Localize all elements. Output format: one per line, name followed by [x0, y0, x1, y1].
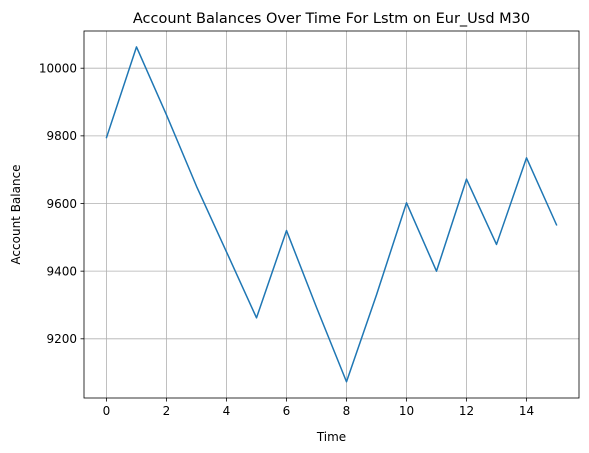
y-tick-label: 9600	[46, 197, 77, 211]
y-tick-label: 9400	[46, 264, 77, 278]
x-tick-label: 4	[223, 404, 231, 418]
x-tick-label: 8	[343, 404, 351, 418]
x-axis-label: Time	[316, 430, 346, 444]
y-tick-label: 10000	[39, 62, 77, 76]
series-line	[105, 46, 558, 383]
y-tick-label: 9800	[46, 129, 77, 143]
x-tick-label: 10	[399, 404, 414, 418]
grid-lines	[84, 31, 579, 398]
x-tick-label: 6	[283, 404, 291, 418]
x-tick-label: 0	[103, 404, 111, 418]
y-tick-label: 9200	[46, 332, 77, 346]
axis-ticks: 0 2 4 6 8 10 12 14 9200 9400 9600 9800 10000	[39, 62, 534, 418]
y-axis-label: Account Balance	[9, 164, 23, 264]
chart-title: Account Balances Over Time For Lstm on E…	[133, 11, 530, 27]
x-tick-label: 14	[519, 404, 534, 418]
series-layer	[105, 46, 558, 383]
plot-frame	[83, 30, 580, 399]
x-tick-label: 12	[459, 404, 474, 418]
x-tick-label: 2	[163, 404, 171, 418]
